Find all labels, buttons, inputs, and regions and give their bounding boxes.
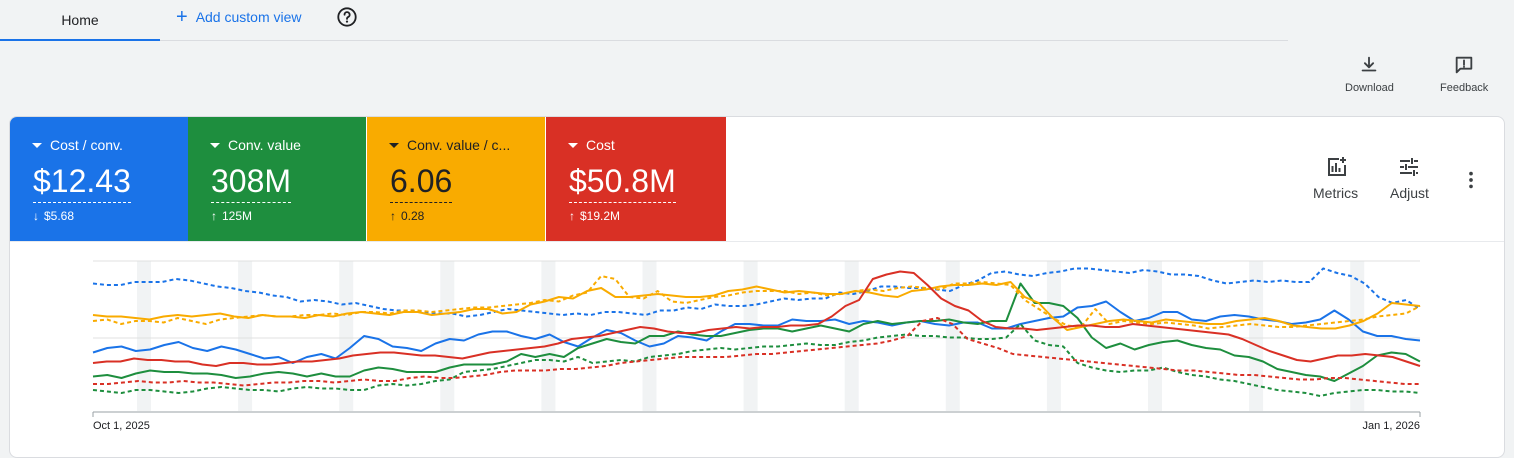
metric-delta-text: 125M xyxy=(222,209,253,223)
add-chart-icon xyxy=(1327,157,1346,176)
add-custom-view-label: Add custom view xyxy=(195,9,302,25)
metrics-button[interactable]: Metrics xyxy=(1313,155,1358,201)
tab-home-label: Home xyxy=(61,12,99,28)
metric-label-text: Conv. value / c... xyxy=(407,137,511,153)
adjust-button[interactable]: Adjust xyxy=(1390,155,1429,201)
weekend-band xyxy=(137,261,151,411)
metric-label-text: Cost / conv. xyxy=(50,137,123,153)
dropdown-caret-icon xyxy=(210,142,220,148)
metric-delta: ↓ $5.68 xyxy=(33,209,74,223)
metric-delta-text: $19.2M xyxy=(580,209,621,223)
arrow-up-icon: ↑ xyxy=(569,209,575,223)
weekend-bands xyxy=(137,261,1365,411)
series-line xyxy=(92,300,1421,364)
weekend-band xyxy=(440,261,455,411)
tune-icon xyxy=(1400,158,1419,176)
plus-icon: + xyxy=(176,6,188,28)
series-line xyxy=(92,282,1421,382)
tab-home[interactable]: Home xyxy=(0,0,160,41)
view-tab-bar: Home + Add custom view xyxy=(0,0,1288,41)
feedback-icon xyxy=(1455,56,1473,74)
metric-label-text: Conv. value xyxy=(228,137,301,153)
metric-value: $50.8M xyxy=(569,161,676,203)
metric-label-text: Cost xyxy=(586,137,615,153)
metric-label[interactable]: Conv. value xyxy=(210,137,301,153)
weekend-band xyxy=(945,261,960,411)
download-button[interactable]: Download xyxy=(1345,54,1394,94)
x-axis-start-label: Oct 1, 2025 xyxy=(93,420,150,432)
feedback-button[interactable]: Feedback xyxy=(1440,54,1488,94)
performance-line-chart: Oct 1, 2025 Jan 1, 2026 xyxy=(92,260,1421,432)
metric-value: 6.06 xyxy=(390,161,453,203)
help-icon[interactable] xyxy=(336,6,358,28)
weekend-band xyxy=(238,261,253,411)
metric-delta-text: $5.68 xyxy=(44,209,75,223)
weekend-band xyxy=(1148,261,1162,411)
performance-card: Cost / conv. $12.43 ↓ $5.68 Conv. value 3… xyxy=(9,116,1505,458)
weekend-band xyxy=(1350,261,1365,411)
series-line xyxy=(92,275,1421,330)
download-icon xyxy=(1362,56,1377,72)
weekend-band xyxy=(1249,261,1264,411)
metric-delta: ↑ 125M xyxy=(211,209,252,223)
more-vert-icon[interactable] xyxy=(1460,169,1482,191)
metric-delta: ↑ $19.2M xyxy=(569,209,620,223)
x-axis-end-label: Jan 1, 2026 xyxy=(1363,420,1421,432)
metric-delta: ↑ 0.28 xyxy=(390,209,424,223)
weekend-band xyxy=(1046,261,1061,411)
arrow-up-icon: ↑ xyxy=(211,209,217,223)
series-line xyxy=(92,267,1421,318)
series-line xyxy=(93,317,1420,387)
metric-card-cost[interactable]: Cost $50.8M ↑ $19.2M xyxy=(546,117,726,241)
metric-label[interactable]: Cost / conv. xyxy=(32,137,123,153)
metric-label[interactable]: Conv. value / c... xyxy=(389,137,510,153)
arrow-up-icon: ↑ xyxy=(390,209,396,223)
dropdown-caret-icon xyxy=(389,142,399,148)
series-lines xyxy=(92,267,1421,397)
metric-value: $12.43 xyxy=(33,161,131,203)
series-line xyxy=(92,323,1421,397)
metric-card-conv-value-per-cost[interactable]: Conv. value / c... 6.06 ↑ 0.28 xyxy=(367,117,545,241)
arrow-down-icon: ↓ xyxy=(33,209,39,223)
add-custom-view-button[interactable]: + Add custom view xyxy=(176,0,302,34)
weekend-band xyxy=(844,261,859,411)
dropdown-caret-icon xyxy=(568,142,578,148)
metric-card-cost-per-conv[interactable]: Cost / conv. $12.43 ↓ $5.68 xyxy=(10,117,188,241)
metrics-label: Metrics xyxy=(1313,185,1359,201)
series-line xyxy=(92,270,1421,367)
adjust-label: Adjust xyxy=(1390,185,1429,201)
metric-value: 308M xyxy=(211,161,292,203)
metric-card-conv-value[interactable]: Conv. value 308M ↑ 125M xyxy=(188,117,366,241)
gridlines xyxy=(93,260,1420,339)
feedback-label: Feedback xyxy=(1440,82,1489,94)
metric-label[interactable]: Cost xyxy=(568,137,615,153)
weekend-band xyxy=(743,261,758,411)
download-label: Download xyxy=(1345,82,1394,94)
card-divider xyxy=(10,241,1504,242)
weekend-band xyxy=(339,261,354,411)
metric-delta-text: 0.28 xyxy=(401,209,425,223)
dropdown-caret-icon xyxy=(32,142,42,148)
